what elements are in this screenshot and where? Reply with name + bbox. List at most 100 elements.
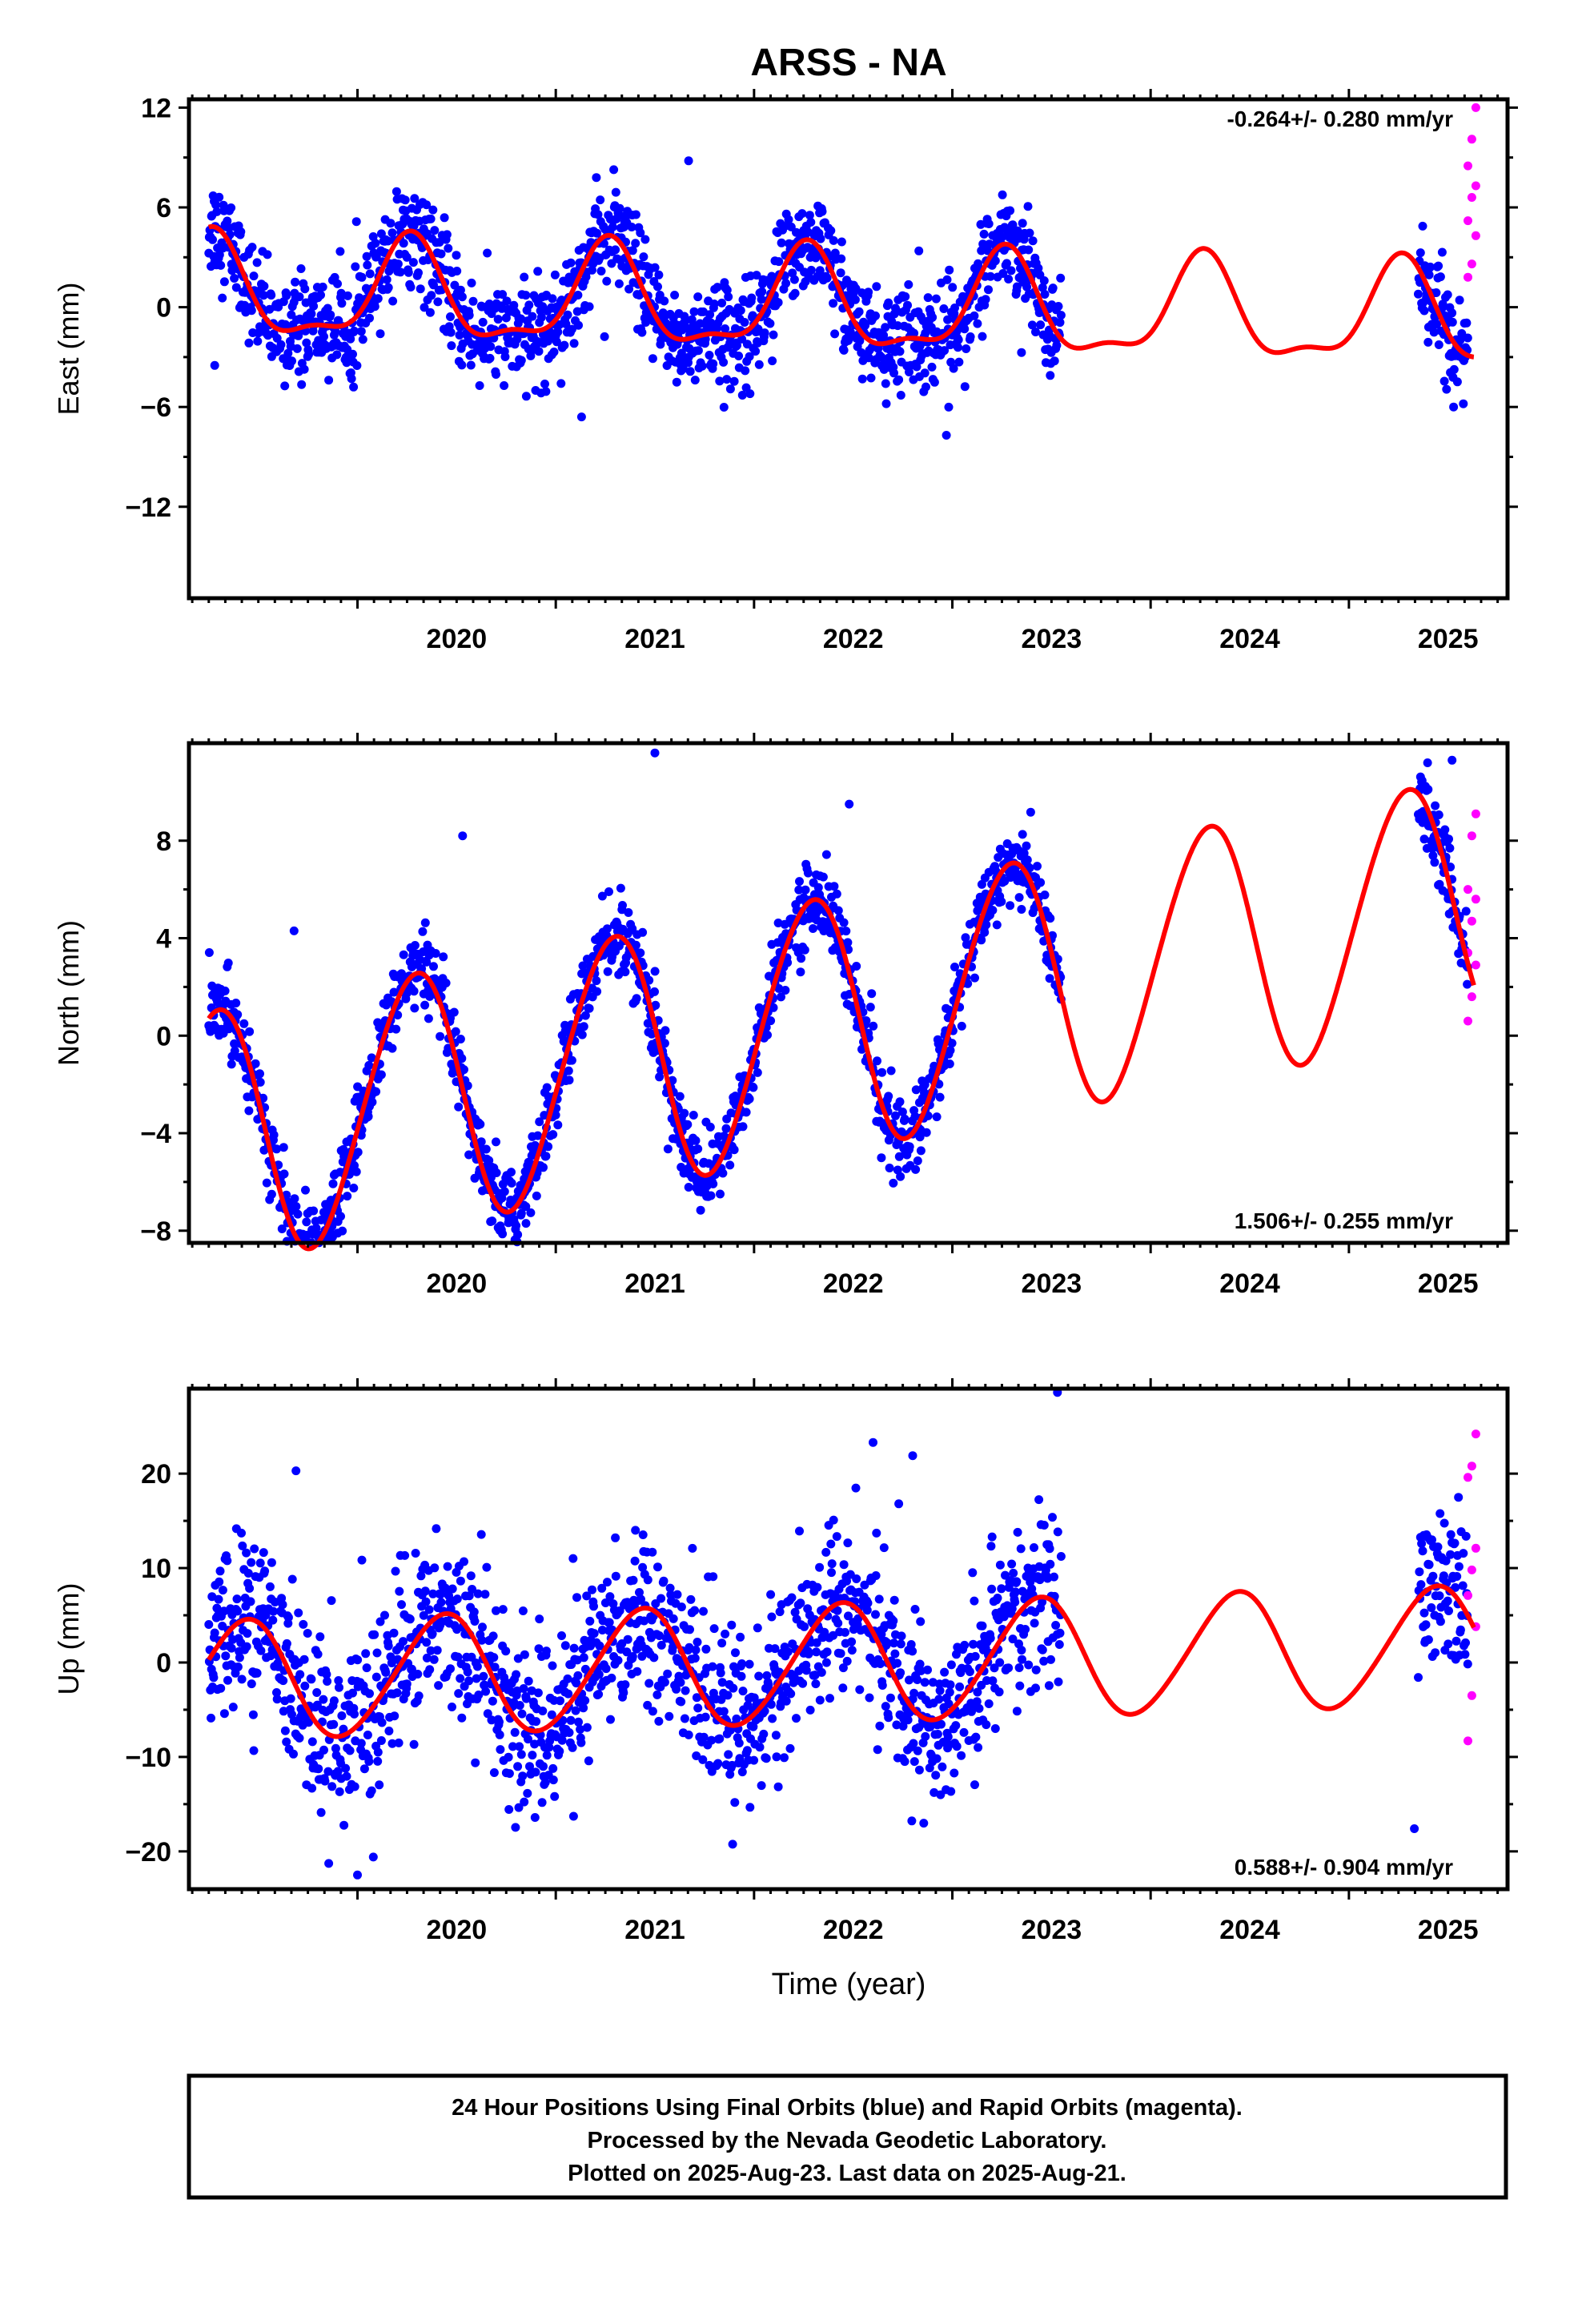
- up-final-orbit-point: [686, 1594, 696, 1604]
- up-final-orbit-point: [233, 1663, 243, 1671]
- up-final-orbit-point: [518, 1771, 528, 1781]
- east-final-orbit-point: [493, 315, 503, 324]
- up-final-orbit-point: [361, 1649, 371, 1659]
- up-final-orbit-point: [520, 1650, 529, 1659]
- east-final-orbit-point: [326, 310, 335, 320]
- east-final-orbit-point: [420, 303, 429, 312]
- east-final-orbit-point: [485, 353, 495, 363]
- up-final-orbit-point: [1424, 1560, 1434, 1570]
- east-final-orbit-point: [231, 283, 241, 292]
- east-final-orbit-point: [446, 328, 456, 337]
- up-final-orbit-point: [256, 1646, 266, 1655]
- north-final-orbit-point: [913, 1156, 922, 1165]
- east-final-orbit-point: [297, 380, 307, 389]
- east-final-orbit-point: [296, 264, 306, 273]
- up-final-orbit-point: [457, 1713, 467, 1723]
- east-plot-frame: [187, 97, 1510, 601]
- north-final-orbit-point: [301, 1185, 310, 1195]
- north-final-orbit-point: [456, 1035, 465, 1043]
- up-final-orbit-point: [584, 1756, 593, 1766]
- east-final-orbit-point: [236, 227, 246, 236]
- up-final-orbit-point: [767, 1612, 777, 1622]
- north-final-orbit-point: [336, 1212, 345, 1221]
- up-final-orbit-point: [815, 1695, 825, 1705]
- up-final-orbit-point: [1012, 1707, 1022, 1716]
- east-final-orbit-point: [960, 382, 970, 392]
- up-final-orbit-point: [528, 1751, 537, 1760]
- up-final-orbit-point: [359, 1764, 369, 1774]
- north-final-orbit-point: [451, 1027, 460, 1036]
- east-final-orbit-point: [404, 267, 413, 277]
- east-final-orbit-point: [729, 376, 739, 386]
- up-final-orbit-point: [753, 1623, 762, 1633]
- east-final-orbit-point: [373, 294, 383, 304]
- up-final-orbit-point: [504, 1769, 514, 1779]
- up-final-orbit-point: [871, 1610, 880, 1619]
- east-final-orbit-point: [624, 284, 634, 294]
- east-final-orbit-point: [333, 279, 342, 288]
- east-final-orbit-point: [346, 334, 355, 344]
- east-final-orbit-point: [429, 280, 438, 290]
- up-final-orbit-point: [913, 1675, 922, 1684]
- up-final-orbit-point: [405, 1614, 415, 1624]
- north-final-orbit-point: [279, 1143, 288, 1152]
- east-final-orbit-point: [737, 391, 747, 400]
- east-final-orbit-point: [350, 326, 359, 336]
- north-final-orbit-point: [553, 1120, 563, 1130]
- up-final-orbit-point: [579, 1653, 588, 1663]
- north-final-orbit-point: [230, 1046, 239, 1055]
- up-final-orbit-point: [517, 1709, 527, 1719]
- north-final-orbit-point: [1440, 825, 1450, 834]
- up-final-orbit-point: [289, 1749, 298, 1759]
- east-final-orbit-point: [1447, 308, 1457, 318]
- up-final-orbit-point: [717, 1638, 727, 1648]
- up-final-orbit-point: [957, 1751, 966, 1760]
- north-final-orbit-point: [1423, 758, 1432, 767]
- up-final-orbit-point: [299, 1655, 309, 1664]
- east-final-orbit-point: [524, 300, 534, 310]
- east-final-orbit-point: [981, 295, 990, 304]
- east-final-orbit-point: [721, 324, 730, 333]
- east-final-orbit-point: [805, 211, 814, 220]
- up-final-orbit-point: [833, 1618, 843, 1628]
- east-final-orbit-point: [211, 200, 221, 210]
- east-final-orbit-point: [560, 340, 569, 350]
- east-final-orbit-point: [318, 282, 327, 292]
- east-x-tick-label: 2024: [1219, 624, 1280, 654]
- east-final-orbit-point: [596, 195, 605, 205]
- north-final-orbit-point: [696, 1205, 705, 1215]
- north-final-orbit-point: [367, 1097, 377, 1107]
- up-final-orbit-point: [815, 1562, 825, 1572]
- up-final-orbit-point: [805, 1705, 815, 1715]
- east-final-orbit-point: [877, 352, 886, 362]
- up-final-orbit-point: [1031, 1683, 1040, 1693]
- up-final-orbit-point: [371, 1672, 381, 1682]
- east-x-tick-label: 2025: [1418, 624, 1479, 654]
- north-final-orbit-point: [245, 1027, 255, 1036]
- up-final-orbit-point: [940, 1667, 950, 1677]
- up-final-orbit-point: [798, 1679, 808, 1688]
- east-final-orbit-point: [498, 290, 508, 300]
- up-final-orbit-point: [932, 1754, 942, 1763]
- east-final-orbit-point: [609, 165, 619, 175]
- up-final-orbit-point: [585, 1616, 595, 1626]
- east-final-orbit-point: [215, 250, 224, 259]
- up-final-orbit-point: [1419, 1608, 1429, 1618]
- up-final-orbit-point: [237, 1528, 246, 1538]
- east-final-orbit-point: [521, 291, 531, 300]
- east-final-orbit-point: [534, 347, 544, 356]
- east-final-orbit-point: [1418, 221, 1427, 231]
- north-x-tick-label: 2025: [1418, 1269, 1479, 1299]
- up-final-orbit-point: [993, 1594, 1002, 1602]
- up-final-orbit-point: [772, 1752, 781, 1762]
- up-final-orbit-point: [690, 1654, 700, 1663]
- north-final-orbit-point: [741, 1108, 751, 1117]
- east-final-orbit-point: [1056, 311, 1066, 320]
- north-final-orbit-point: [1014, 893, 1024, 903]
- up-final-orbit-point: [319, 1695, 328, 1704]
- up-final-orbit-point: [548, 1661, 557, 1671]
- up-final-orbit-point: [501, 1647, 511, 1656]
- up-final-orbit-point: [1045, 1544, 1054, 1554]
- east-final-orbit-point: [280, 381, 290, 391]
